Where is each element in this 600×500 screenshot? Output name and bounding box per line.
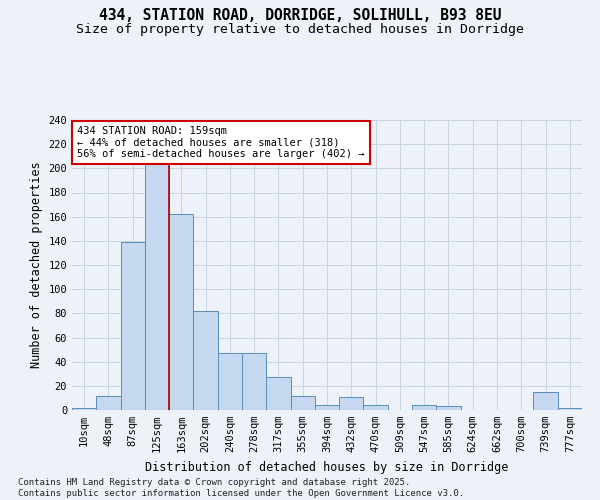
Text: Size of property relative to detached houses in Dorridge: Size of property relative to detached ho… — [76, 22, 524, 36]
Text: 434 STATION ROAD: 159sqm
← 44% of detached houses are smaller (318)
56% of semi-: 434 STATION ROAD: 159sqm ← 44% of detach… — [77, 126, 365, 159]
Bar — [242, 353, 266, 410]
Bar — [412, 405, 436, 410]
Bar — [339, 396, 364, 410]
Text: 434, STATION ROAD, DORRIDGE, SOLIHULL, B93 8EU: 434, STATION ROAD, DORRIDGE, SOLIHULL, B… — [99, 8, 501, 22]
Bar — [72, 408, 96, 410]
Bar — [169, 214, 193, 410]
Bar — [558, 408, 582, 410]
Bar — [193, 311, 218, 410]
Text: Contains HM Land Registry data © Crown copyright and database right 2025.
Contai: Contains HM Land Registry data © Crown c… — [18, 478, 464, 498]
Y-axis label: Number of detached properties: Number of detached properties — [30, 162, 43, 368]
Bar — [145, 144, 169, 410]
Bar — [364, 405, 388, 410]
Bar — [218, 353, 242, 410]
Bar — [315, 405, 339, 410]
Bar — [290, 396, 315, 410]
Bar — [533, 392, 558, 410]
X-axis label: Distribution of detached houses by size in Dorridge: Distribution of detached houses by size … — [145, 460, 509, 473]
Bar — [436, 406, 461, 410]
Bar — [121, 242, 145, 410]
Bar — [96, 396, 121, 410]
Bar — [266, 378, 290, 410]
